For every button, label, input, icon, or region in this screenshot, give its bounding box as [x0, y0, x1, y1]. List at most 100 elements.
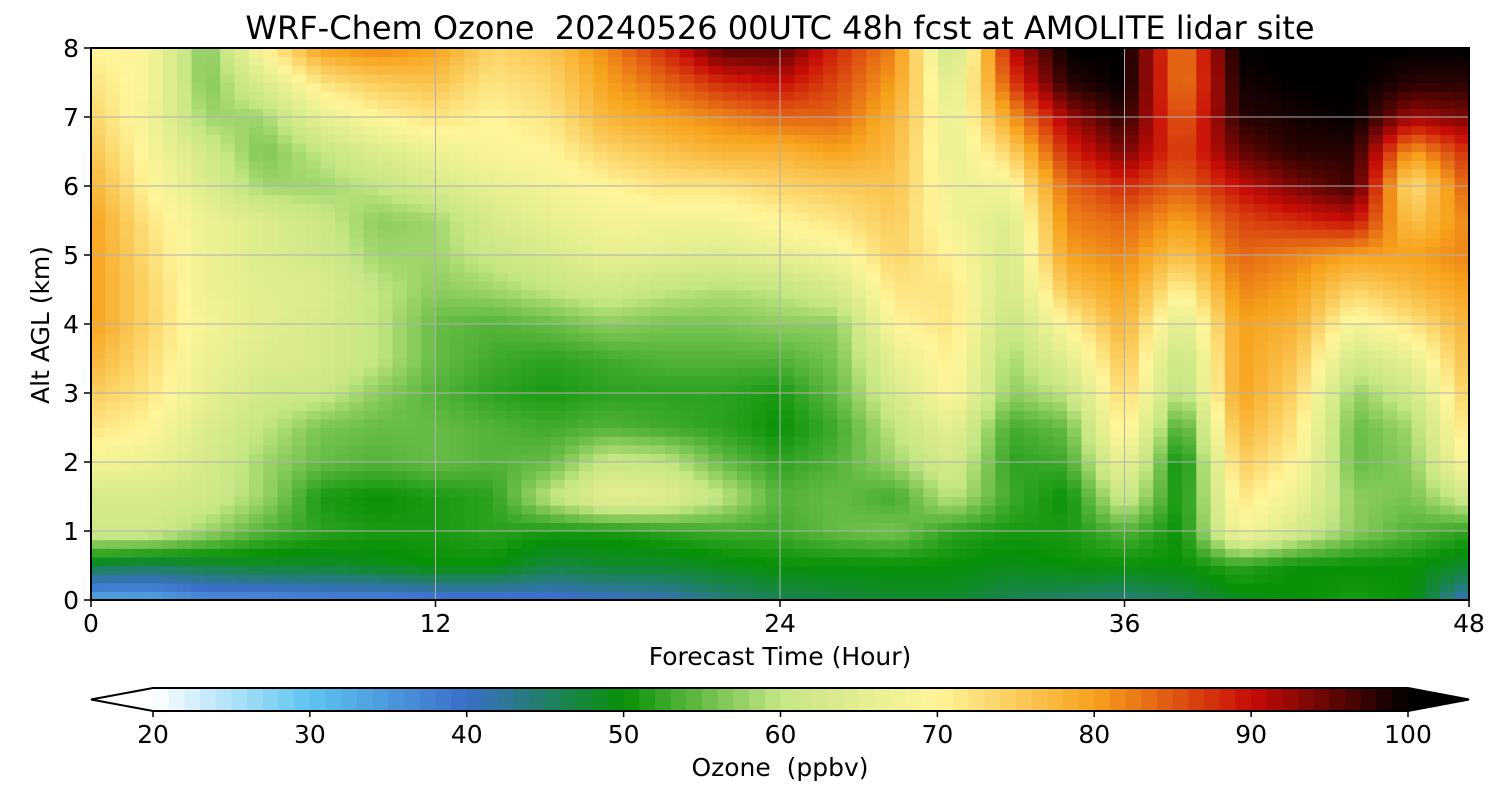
- heatmap-cell: [521, 177, 537, 187]
- heatmap-cell: [1282, 332, 1298, 342]
- heatmap-cell: [564, 194, 580, 204]
- heatmap-cell: [1067, 505, 1083, 515]
- heatmap-cell: [91, 151, 106, 161]
- heatmap-cell: [937, 556, 953, 567]
- heatmap-cell: [837, 453, 853, 463]
- heatmap-cell: [1110, 418, 1126, 429]
- heatmap-cell: [1296, 332, 1312, 342]
- heatmap-cell: [392, 367, 408, 377]
- heatmap-cell: [880, 246, 896, 256]
- heatmap-cell: [765, 160, 781, 170]
- heatmap-cell: [622, 211, 638, 222]
- heatmap-cell: [550, 255, 566, 265]
- heatmap-cell: [105, 255, 121, 265]
- heatmap-cell: [593, 418, 609, 429]
- heatmap-cell: [780, 298, 795, 308]
- heatmap-cell: [1009, 505, 1025, 515]
- heatmap-cell: [880, 263, 896, 273]
- heatmap-cell: [1024, 263, 1039, 273]
- heatmap-cell: [521, 375, 537, 385]
- heatmap-cell: [478, 375, 494, 385]
- heatmap-cell: [1354, 479, 1370, 489]
- heatmap-cell: [1067, 229, 1083, 239]
- heatmap-cell: [937, 298, 953, 308]
- heatmap-cell: [1382, 505, 1398, 515]
- heatmap-cell: [91, 142, 106, 153]
- heatmap-cell: [1153, 505, 1169, 515]
- heatmap-cell: [851, 315, 867, 325]
- heatmap-cell: [1081, 496, 1097, 506]
- heatmap-cell: [1382, 367, 1398, 377]
- heatmap-cell: [349, 470, 365, 480]
- heatmap-cell: [1009, 556, 1025, 567]
- heatmap-cell: [1397, 582, 1413, 592]
- heatmap-cell: [1052, 539, 1068, 549]
- heatmap-cell: [923, 556, 939, 567]
- heatmap-cell: [435, 315, 451, 325]
- heatmap-cell: [1038, 505, 1054, 515]
- heatmap-cell: [722, 151, 738, 161]
- heatmap-cell: [909, 220, 925, 230]
- heatmap-cell: [492, 496, 508, 506]
- heatmap-cell: [966, 375, 982, 385]
- heatmap-cell: [1253, 220, 1269, 230]
- heatmap-cell: [765, 470, 781, 480]
- heatmap-cell: [693, 237, 709, 247]
- heatmap-cell: [1124, 418, 1140, 429]
- heatmap-cell: [335, 263, 350, 273]
- heatmap-cell: [650, 168, 666, 178]
- heatmap-cell: [277, 384, 293, 394]
- heatmap-cell: [607, 462, 623, 472]
- heatmap-cell: [837, 522, 853, 532]
- heatmap-cell: [478, 539, 494, 549]
- heatmap-cell: [564, 462, 580, 472]
- heatmap-cell: [665, 556, 681, 567]
- heatmap-cell: [1311, 186, 1327, 196]
- heatmap-cell: [335, 582, 350, 592]
- heatmap-cell: [191, 410, 207, 420]
- heatmap-cell: [722, 177, 738, 187]
- heatmap-cell: [191, 203, 207, 213]
- heatmap-cell: [1067, 539, 1083, 549]
- heatmap-cell: [1024, 186, 1039, 196]
- heatmap-cell: [1253, 211, 1269, 222]
- heatmap-cell: [851, 255, 867, 265]
- heatmap-cell: [1411, 487, 1427, 498]
- heatmap-cell: [1067, 211, 1083, 222]
- heatmap-cell: [162, 151, 178, 161]
- heatmap-cell: [1354, 280, 1370, 291]
- heatmap-cell: [449, 332, 465, 342]
- heatmap-cell: [866, 582, 882, 592]
- heatmap-cell: [535, 186, 551, 196]
- heatmap-cell: [1454, 358, 1470, 368]
- heatmap-cell: [492, 358, 508, 368]
- heatmap-cell: [995, 462, 1011, 472]
- heatmap-cell: [521, 393, 537, 403]
- heatmap-cell: [736, 513, 752, 523]
- heatmap-cell: [909, 591, 925, 601]
- heatmap-cell: [1110, 358, 1126, 368]
- heatmap-cell: [363, 324, 379, 334]
- heatmap-cell: [392, 160, 408, 170]
- heatmap-cell: [550, 513, 566, 523]
- heatmap-cell: [148, 444, 164, 454]
- heatmap-cell: [349, 462, 365, 472]
- heatmap-cell: [564, 539, 580, 549]
- heatmap-cell: [636, 367, 652, 377]
- heatmap-cell: [349, 401, 365, 411]
- heatmap-cell: [1368, 246, 1384, 256]
- heatmap-cell: [550, 470, 566, 480]
- heatmap-cell: [105, 401, 121, 411]
- heatmap-cell: [507, 211, 523, 222]
- heatmap-cell: [421, 401, 437, 411]
- heatmap-cell: [449, 237, 465, 247]
- heatmap-cell: [492, 151, 508, 161]
- heatmap-cell: [966, 513, 982, 523]
- heatmap-cell: [1325, 453, 1341, 463]
- heatmap-cell: [320, 315, 336, 325]
- heatmap-cell: [923, 470, 939, 480]
- heatmap-cell: [794, 324, 810, 334]
- heatmap-cell: [564, 375, 580, 385]
- heatmap-cell: [851, 332, 867, 342]
